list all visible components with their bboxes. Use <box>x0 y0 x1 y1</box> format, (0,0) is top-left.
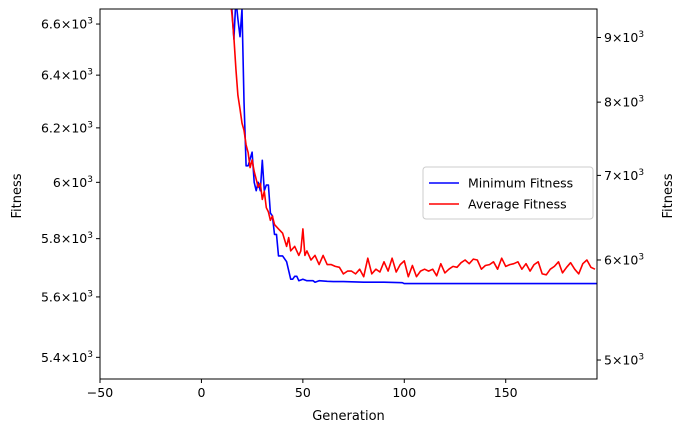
y-tick-label-exponent: 3 <box>87 17 93 27</box>
y-tick-label-mantissa: 5 <box>604 353 612 368</box>
y-tick-label-mantissa: 6 <box>53 175 61 190</box>
series-line-minimum-fitness <box>231 9 597 285</box>
y-tick-label-exponent: 3 <box>87 120 93 130</box>
y-tick-label-exponent: 3 <box>87 68 93 78</box>
y-tick-label: 6×103 <box>53 175 93 190</box>
y-tick-label-exponent: 3 <box>87 231 93 241</box>
y-tick-label: 5.8×103 <box>41 231 93 246</box>
y-tick-label: 6.2×103 <box>41 120 93 135</box>
y-tick-label: 9×103 <box>604 30 644 45</box>
y-tick-label-mantissa: 5.8 <box>41 231 61 246</box>
y-tick-label-mantissa: 5.4 <box>41 350 61 365</box>
left-y-axis-label: Fitness <box>10 173 25 218</box>
y-tick-label-mantissa: 5.6 <box>41 289 61 304</box>
right-y-axis-label: Fitness <box>661 173 676 218</box>
y-tick-label: 6.4×103 <box>41 68 93 83</box>
x-axis-label: Generation <box>312 409 385 424</box>
x-tick-label: −50 <box>87 385 113 400</box>
y-tick-label-mantissa: 6 <box>604 252 612 267</box>
y-tick-label: 8×103 <box>604 95 644 110</box>
y-tick-label: 6×103 <box>604 252 644 267</box>
y-tick-label-mantissa: 8 <box>604 95 612 110</box>
y-tick-label-mantissa: 7 <box>604 168 612 183</box>
y-tick-label: 5.6×103 <box>41 289 93 304</box>
x-tick-label: 0 <box>197 385 205 400</box>
y-tick-label-exponent: 3 <box>87 289 93 299</box>
series-line-average-fitness <box>230 9 596 278</box>
x-tick-label: 150 <box>494 385 518 400</box>
legend-label-average-fitness: Average Fitness <box>468 197 567 212</box>
y-tick-label: 7×103 <box>604 168 644 183</box>
y-tick-label-mantissa: 6.2 <box>41 120 61 135</box>
y-tick-label-exponent: 3 <box>638 95 644 105</box>
x-tick-label: 100 <box>392 385 416 400</box>
y-tick-label-exponent: 3 <box>638 168 644 178</box>
y-tick-label: 5.4×103 <box>41 350 93 365</box>
series-layer <box>230 9 597 285</box>
y-tick-label-exponent: 3 <box>87 175 93 185</box>
axis-layer: −50 0 50 100 150 5.4×103 5.6×103 5.8×103 6×103 6.… <box>41 17 644 400</box>
legend: Minimum Fitness Average Fitness <box>422 166 594 220</box>
y-tick-label-exponent: 3 <box>638 30 644 40</box>
y-tick-label-exponent: 3 <box>638 252 644 262</box>
y-tick-label-mantissa: 6.6 <box>41 17 61 32</box>
y-tick-label-mantissa: 9 <box>604 30 612 45</box>
y-tick-label-exponent: 3 <box>638 353 644 363</box>
x-tick-label: 50 <box>295 385 311 400</box>
plot-frame <box>99 8 598 380</box>
y-tick-label-mantissa: 6.4 <box>41 68 61 83</box>
y-tick-label-exponent: 3 <box>87 350 93 360</box>
legend-label-minimum-fitness: Minimum Fitness <box>468 176 573 191</box>
legend-frame <box>422 166 594 220</box>
y-tick-label: 6.6×103 <box>41 17 93 32</box>
y-tick-label: 5×103 <box>604 353 644 368</box>
